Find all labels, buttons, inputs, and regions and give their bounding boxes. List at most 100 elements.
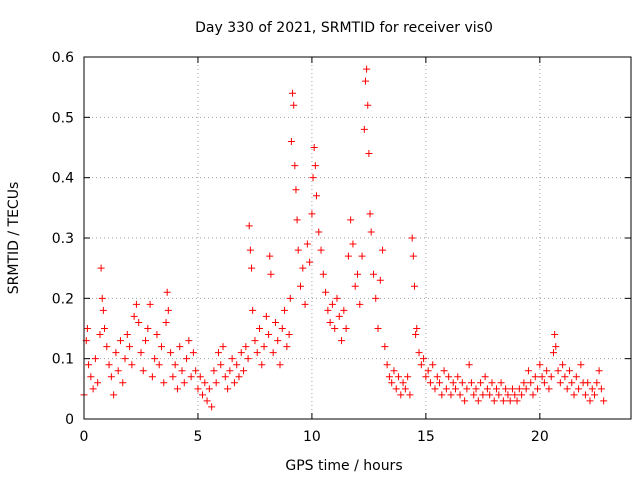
data-point: [107, 373, 115, 381]
data-point: [445, 373, 453, 381]
data-point: [248, 264, 256, 272]
data-point: [271, 318, 279, 326]
data-point: [110, 391, 118, 399]
data-point: [379, 246, 387, 254]
data-point: [163, 288, 171, 296]
data-point: [508, 385, 516, 393]
data-point: [317, 246, 325, 254]
data-point: [221, 373, 229, 381]
data-point: [283, 343, 291, 351]
data-point: [497, 379, 505, 387]
data-point: [551, 331, 559, 339]
data-point: [506, 397, 514, 405]
data-point: [543, 367, 551, 375]
data-point: [465, 361, 473, 369]
data-point: [91, 355, 99, 363]
data-point: [226, 367, 234, 375]
data-point: [237, 349, 245, 357]
data-point: [552, 343, 560, 351]
x-tick-label: 20: [531, 429, 549, 445]
data-point: [167, 349, 175, 357]
data-point: [322, 288, 330, 296]
data-point: [212, 379, 220, 387]
data-point: [335, 312, 343, 320]
data-point: [309, 174, 317, 182]
data-point: [488, 379, 496, 387]
y-tick-label: 0.4: [52, 171, 74, 187]
y-tick-label: 0.5: [52, 110, 74, 126]
data-point: [112, 349, 120, 357]
data-point: [399, 379, 407, 387]
data-point: [392, 385, 400, 393]
data-point: [556, 379, 564, 387]
data-point: [545, 385, 553, 393]
data-point: [561, 373, 569, 381]
data-point: [176, 343, 184, 351]
data-point: [481, 373, 489, 381]
data-point: [499, 397, 507, 405]
data-point: [417, 361, 425, 369]
data-point: [470, 391, 478, 399]
data-point: [246, 246, 254, 254]
data-point: [205, 385, 213, 393]
data-point: [331, 325, 339, 332]
data-point: [194, 385, 202, 393]
data-point: [103, 343, 111, 351]
data-point: [87, 373, 95, 381]
data-point: [128, 361, 136, 369]
data-point: [265, 331, 273, 339]
data-point: [372, 294, 380, 302]
data-point: [395, 373, 403, 381]
data-point: [461, 397, 469, 405]
data-point: [422, 373, 430, 381]
data-point: [269, 349, 277, 357]
data-point: [595, 367, 603, 375]
data-point: [354, 270, 361, 278]
data-point: [303, 240, 311, 248]
data-point: [449, 379, 457, 387]
data-point: [364, 101, 372, 109]
data-point: [433, 373, 441, 381]
data-point: [308, 210, 316, 218]
data-point: [126, 343, 134, 351]
data-point: [278, 325, 286, 332]
data-point: [187, 373, 195, 381]
plot-frame: [83, 56, 632, 420]
data-point: [142, 337, 150, 345]
data-point: [219, 343, 227, 351]
data-point: [192, 367, 200, 375]
y-tick-label: 0.6: [52, 50, 74, 66]
data-point: [559, 361, 567, 369]
data-point: [171, 361, 179, 369]
data-point: [164, 306, 172, 314]
data-point: [340, 306, 348, 314]
data-point: [550, 349, 558, 357]
data-point: [338, 337, 346, 345]
data-point: [344, 252, 352, 260]
data-point: [262, 312, 270, 320]
data-point: [315, 228, 323, 236]
x-tick-label: 0: [80, 429, 89, 445]
data-point: [155, 361, 163, 369]
data-point: [361, 77, 369, 85]
data-point: [347, 216, 355, 224]
data-point: [456, 391, 464, 399]
data-point: [397, 391, 405, 399]
data-point: [472, 385, 480, 393]
data-point: [518, 391, 526, 399]
y-tick-label: 0.2: [52, 291, 74, 307]
data-point: [440, 367, 448, 375]
data-point: [289, 89, 297, 97]
data-point: [463, 385, 471, 393]
data-point: [513, 397, 521, 405]
data-point: [119, 379, 127, 387]
x-tick-label: 10: [303, 429, 321, 445]
data-point: [123, 331, 131, 339]
data-point: [242, 343, 250, 351]
data-point: [381, 343, 389, 351]
data-point: [351, 282, 359, 290]
data-point: [276, 361, 284, 369]
data-point: [490, 397, 498, 405]
data-point: [426, 379, 434, 387]
data-point: [511, 391, 519, 399]
